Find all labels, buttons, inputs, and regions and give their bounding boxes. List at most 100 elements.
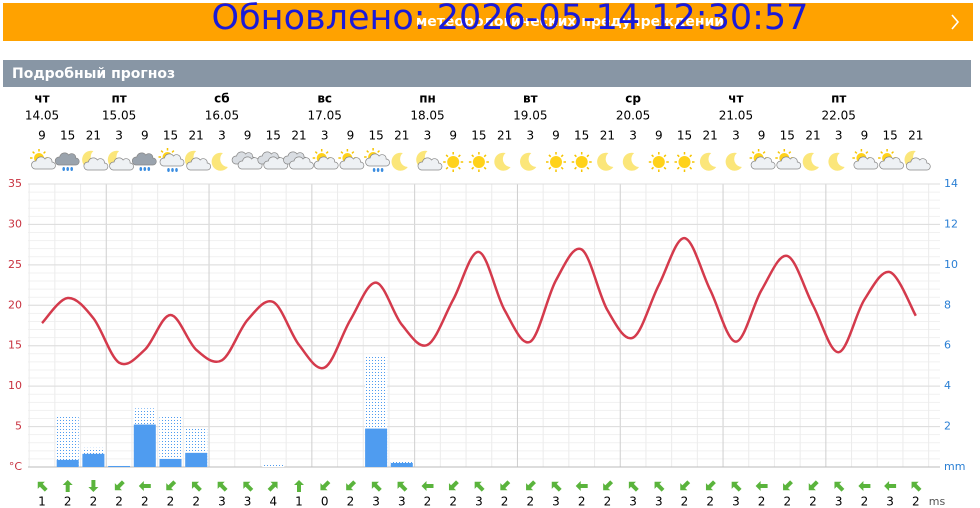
sun-ray [560, 166, 564, 170]
wind-speed: 2 [706, 495, 714, 508]
weather-icon [520, 152, 537, 171]
hour-label: 3 [835, 129, 843, 143]
sun [652, 156, 665, 168]
hour-label: 21 [600, 129, 615, 143]
day-date: 18.05 [410, 109, 444, 123]
wind-speed: 2 [424, 495, 432, 508]
wind-speed: 2 [861, 495, 869, 508]
wind-speed: 2 [912, 495, 920, 508]
sun-ray [865, 151, 869, 154]
wind-speed: 2 [90, 495, 98, 508]
sun [678, 156, 691, 168]
weather-icon [211, 152, 228, 171]
day-name: чт [728, 92, 743, 106]
day-name: сб [214, 92, 230, 106]
sun-ray [663, 154, 667, 158]
wind-unit: ms [929, 495, 946, 508]
sun-ray [788, 151, 792, 154]
temperature-line [41, 236, 917, 370]
wind-speed: 0 [321, 495, 329, 508]
banner [3, 3, 973, 41]
hour-label: 9 [758, 129, 766, 143]
hour-label: 9 [449, 129, 457, 143]
weather-icon [338, 149, 365, 170]
cloud [776, 156, 802, 170]
hour-label: 9 [244, 129, 252, 143]
sun-ray [651, 154, 655, 158]
weather-icon [878, 149, 904, 170]
wind-arrow [858, 481, 871, 491]
weather-icon [443, 152, 464, 172]
wind-arrow [421, 481, 434, 491]
sun-ray [43, 151, 46, 154]
banner-arrow[interactable] [951, 14, 960, 30]
moon [597, 152, 614, 171]
precip-bar [365, 428, 388, 467]
rain-drop [167, 168, 170, 172]
weather-icon [749, 149, 776, 170]
weather-icon [158, 148, 185, 172]
day-name: пт [831, 92, 846, 106]
cloud [289, 156, 314, 170]
moon [828, 152, 845, 171]
sun-ray [32, 151, 35, 154]
weather-icon [699, 152, 717, 171]
day-date: 20.05 [616, 109, 650, 123]
wind-arrow [808, 480, 819, 491]
sun-ray [445, 154, 449, 158]
wind-speed: 2 [783, 495, 791, 508]
hour-label: 15 [780, 129, 795, 143]
y2-tick-label: 14 [944, 177, 958, 190]
y2-tick-label: 4 [944, 379, 951, 392]
hour-label: 21 [291, 129, 306, 143]
wind-arrow [834, 481, 845, 492]
cloud [879, 156, 904, 170]
wind-arrow [911, 481, 922, 492]
rain-drop [62, 167, 65, 171]
day-name: пт [111, 92, 126, 106]
rain-drop [139, 167, 143, 171]
moon [391, 152, 408, 171]
wind-speed: 2 [526, 495, 534, 508]
hour-label: 15 [368, 129, 383, 143]
wind-speed: 2 [578, 495, 586, 508]
y-tick-label: 25 [8, 258, 22, 271]
sun-ray [340, 151, 344, 154]
wind-speed: 2 [501, 495, 509, 508]
wind-arrow [138, 481, 151, 491]
sun-ray [574, 154, 577, 158]
precip-bar [159, 458, 182, 467]
hour-label: 15 [882, 129, 897, 143]
sun-ray [457, 166, 461, 170]
wind-speed: 1 [38, 495, 46, 508]
weather-icon [283, 151, 314, 170]
precip-bar [390, 462, 413, 467]
wind-arrow [62, 480, 73, 492]
precip-bar-max [262, 463, 285, 467]
day-date: 15.05 [102, 109, 136, 123]
sun-ray [574, 166, 577, 170]
wind-arrow [88, 480, 99, 492]
y-tick-label: 15 [8, 339, 22, 352]
weather-icon [416, 150, 443, 171]
wind-speed: 3 [629, 495, 637, 508]
sun-ray [689, 154, 693, 158]
sun-ray [751, 151, 755, 154]
precip-bar-max [56, 416, 79, 467]
weather-icon [131, 152, 157, 171]
weather-icon [546, 152, 566, 172]
weather-icon [648, 152, 669, 172]
sun-ray [471, 154, 475, 158]
sun-ray [880, 151, 884, 154]
sun-ray [891, 151, 894, 154]
hour-label: 3 [115, 129, 123, 143]
wind-speed: 2 [681, 495, 689, 508]
wind-arrow [320, 480, 331, 491]
cloud [853, 156, 879, 170]
hour-label: 15 [677, 129, 692, 143]
section-title: Подробный прогноз [12, 66, 175, 82]
sun-ray [663, 166, 667, 170]
wind-speed: 3 [835, 495, 843, 508]
wind-arrow [191, 481, 202, 492]
